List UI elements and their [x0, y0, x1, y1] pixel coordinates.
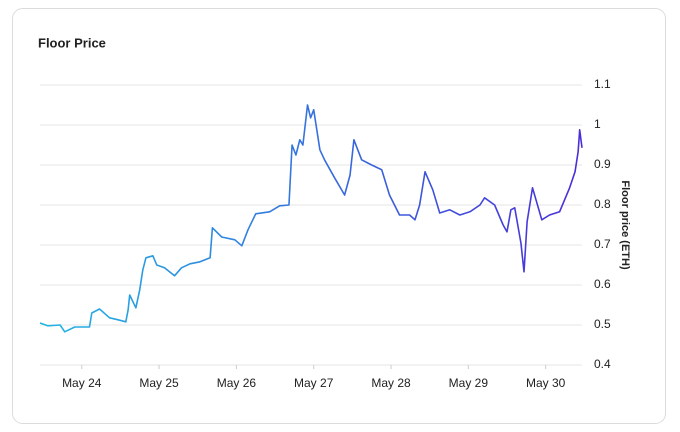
- y-tick-label: 1: [594, 117, 601, 131]
- y-tick-label: 0.7: [594, 237, 611, 251]
- x-tick-label: May 28: [371, 376, 411, 390]
- price-line: [39, 104, 583, 333]
- y-tick-label: 0.5: [594, 317, 611, 331]
- y-tick-label: 0.4: [594, 357, 611, 371]
- x-tick-label: May 26: [217, 376, 257, 390]
- y-tick-label: 0.6: [594, 277, 611, 291]
- card: [12, 8, 666, 424]
- chart-title: Floor Price: [38, 35, 106, 50]
- y-tick-label: 0.9: [594, 157, 611, 171]
- x-tick-label: May 30: [526, 376, 566, 390]
- x-tick-label: May 27: [294, 376, 334, 390]
- y-axis-title: Floor price (ETH): [619, 180, 631, 270]
- x-tick-label: May 29: [449, 376, 489, 390]
- x-tick-label: May 25: [139, 376, 179, 390]
- x-tick-label: May 24: [62, 376, 102, 390]
- y-tick-label: 1.1: [594, 77, 611, 91]
- y-tick-label: 0.8: [594, 197, 611, 211]
